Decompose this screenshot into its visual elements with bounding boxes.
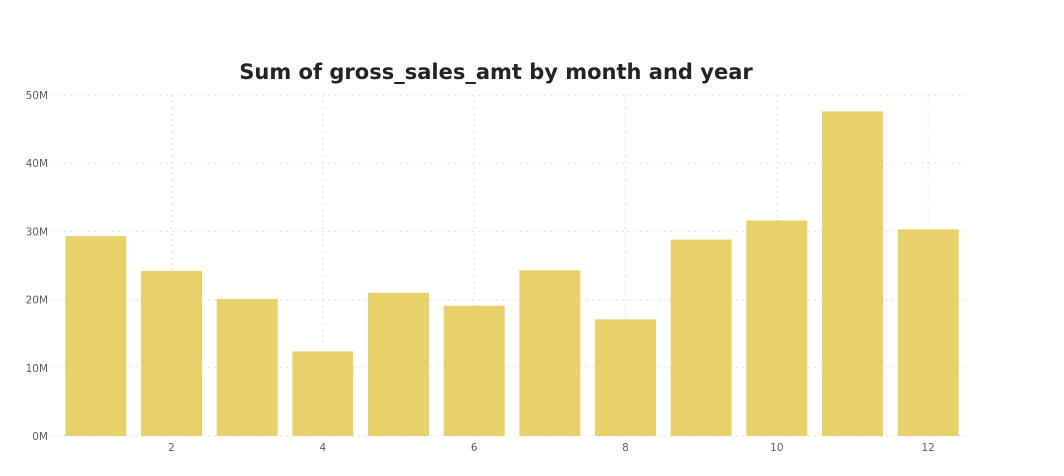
bars (65, 111, 959, 437)
x-tick-label: 4 (319, 442, 326, 454)
y-axis: 0M 10M 20M 30M 40M 50M (26, 90, 48, 443)
x-tick-label: 8 (622, 442, 629, 454)
bar-month-3[interactable] (216, 298, 278, 436)
bar-month-10[interactable] (746, 220, 808, 436)
bar-month-4[interactable] (292, 351, 354, 436)
y-tick-label: 50M (26, 90, 48, 102)
bar-month-11[interactable] (822, 111, 883, 437)
y-tick-label: 40M (26, 158, 48, 170)
chart-title: Sum of gross_sales_amt by month and year (239, 60, 753, 84)
x-axis: 2 4 6 8 10 12 (168, 442, 935, 454)
x-tick-label: 6 (471, 442, 478, 454)
x-tick-label: 2 (168, 442, 175, 454)
bar-month-9[interactable] (670, 239, 732, 436)
x-tick-label: 12 (921, 442, 934, 454)
gridlines (52, 94, 966, 437)
bar-month-5[interactable] (368, 292, 429, 436)
bar-month-12[interactable] (897, 229, 959, 436)
y-tick-label: 20M (26, 295, 48, 307)
bar-month-7[interactable] (519, 270, 581, 436)
bar-month-2[interactable] (141, 270, 202, 436)
y-tick-label: 0M (32, 431, 48, 443)
bar-month-8[interactable] (595, 319, 656, 436)
y-tick-label: 10M (26, 363, 48, 375)
x-tick-label: 10 (770, 442, 783, 454)
y-tick-label: 30M (26, 226, 48, 238)
bar-month-1[interactable] (65, 236, 127, 436)
bar-month-6[interactable] (443, 305, 505, 436)
